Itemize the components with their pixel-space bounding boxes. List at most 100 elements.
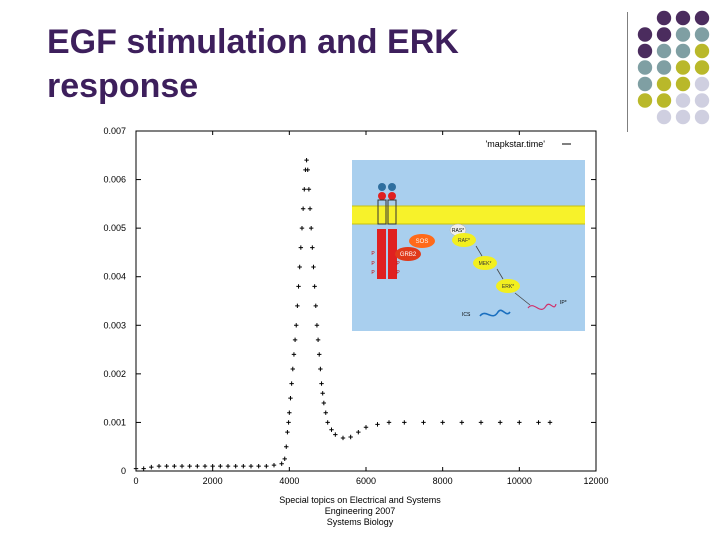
ics-strand [479, 309, 511, 317]
decorative-dot-grid [637, 10, 710, 125]
data-point [333, 432, 338, 437]
decorative-dot [675, 109, 691, 125]
sos-label: SOS [416, 239, 429, 245]
data-point [297, 264, 302, 270]
data-point [292, 337, 298, 343]
data-point [325, 420, 330, 425]
data-point [536, 420, 541, 425]
data-point [478, 420, 484, 425]
legend-label: 'mapkstar.time' [486, 139, 546, 149]
x-tick-label: 4000 [279, 476, 299, 486]
data-point [402, 420, 407, 425]
grb2-node [395, 247, 421, 261]
data-point [386, 420, 392, 425]
data-point [321, 400, 327, 406]
data-point [296, 284, 301, 289]
data-point [284, 444, 289, 449]
data-point [311, 264, 316, 270]
x-tick-label: 2000 [203, 476, 223, 486]
data-point [298, 245, 304, 250]
x-tick-label: 0 [133, 476, 138, 486]
receptor-tail [388, 229, 397, 279]
receptor-transmembrane [377, 199, 387, 225]
receptor-head [388, 192, 396, 200]
grb2-label: GRB2 [400, 252, 417, 258]
data-point [289, 381, 294, 386]
data-point [517, 420, 522, 425]
y-tick-label: 0.007 [103, 126, 126, 136]
decorative-dot [694, 60, 710, 75]
data-point [233, 463, 238, 469]
data-point [264, 463, 269, 469]
data-point [319, 381, 324, 386]
data-point [459, 420, 465, 425]
mek-node [473, 256, 497, 270]
decorative-dot [675, 93, 691, 108]
erk-node [496, 279, 520, 293]
x-tick-label: 8000 [433, 476, 453, 486]
decorative-dot [675, 76, 691, 92]
data-point [241, 463, 246, 469]
data-point [421, 420, 426, 425]
data-point [141, 466, 146, 471]
egf-ligand [388, 183, 396, 191]
y-tick-label: 0.005 [103, 223, 126, 233]
data-point [304, 157, 309, 163]
data-point [279, 461, 284, 466]
data-point [172, 463, 177, 469]
y-tick-label: 0.002 [103, 369, 126, 379]
data-point [307, 206, 313, 211]
data-point [310, 245, 315, 250]
decorative-dot [694, 76, 710, 92]
data-point [308, 225, 314, 231]
slide-title-line-2: response [47, 67, 199, 105]
pathway-arrow [514, 292, 531, 306]
data-point [320, 391, 325, 396]
ics-label: ICS [462, 312, 471, 318]
data-point [363, 425, 369, 430]
decorative-dot [694, 27, 710, 42]
data-point [156, 463, 162, 469]
data-point [179, 463, 185, 469]
phospho-label: P [396, 261, 400, 267]
data-point [302, 187, 307, 192]
title-divider [627, 12, 628, 132]
data-point [294, 323, 299, 328]
data-point [248, 463, 254, 469]
data-point [133, 466, 139, 471]
mek-label: MEK* [479, 261, 492, 267]
ip-label: IP* [560, 300, 567, 306]
data-point [305, 167, 310, 173]
decorative-dot [656, 76, 672, 92]
data-point [313, 303, 318, 309]
chart-axes: 0 2000 4000 6000 8000 10000 12000 0 0.001 0.002 0.… [103, 126, 608, 486]
raf-label: RAF* [458, 238, 470, 244]
dna-strand [527, 303, 557, 310]
receptor-head [378, 192, 386, 200]
erk-response-chart: 0 2000 4000 6000 8000 10000 12000 0 0.001 0.002 0.… [103, 126, 608, 486]
chart-points [133, 157, 553, 471]
data-point [256, 463, 261, 469]
data-point [288, 395, 293, 401]
data-point [225, 463, 231, 469]
data-point [195, 463, 200, 469]
data-point [375, 422, 380, 427]
decorative-dot [656, 109, 672, 125]
footer-line-1: Special topics on Electrical and Systems [279, 495, 441, 505]
decorative-dot [656, 10, 672, 26]
slide-title-line-1: EGF stimulation and ERK [47, 23, 459, 61]
data-point [497, 420, 503, 425]
data-point [218, 463, 223, 469]
data-point [164, 463, 169, 469]
data-point [317, 352, 322, 357]
data-point [312, 284, 317, 289]
phospho-label: P [371, 270, 375, 276]
y-tick-label: 0 [121, 466, 126, 476]
decorative-dot [637, 43, 653, 59]
y-tick-label: 0.001 [103, 417, 126, 427]
data-point [329, 427, 334, 432]
data-point [187, 463, 192, 469]
decorative-dot [637, 93, 653, 108]
footer-line-2: Engineering 2007 [324, 506, 396, 516]
phospho-label: P [371, 261, 375, 267]
